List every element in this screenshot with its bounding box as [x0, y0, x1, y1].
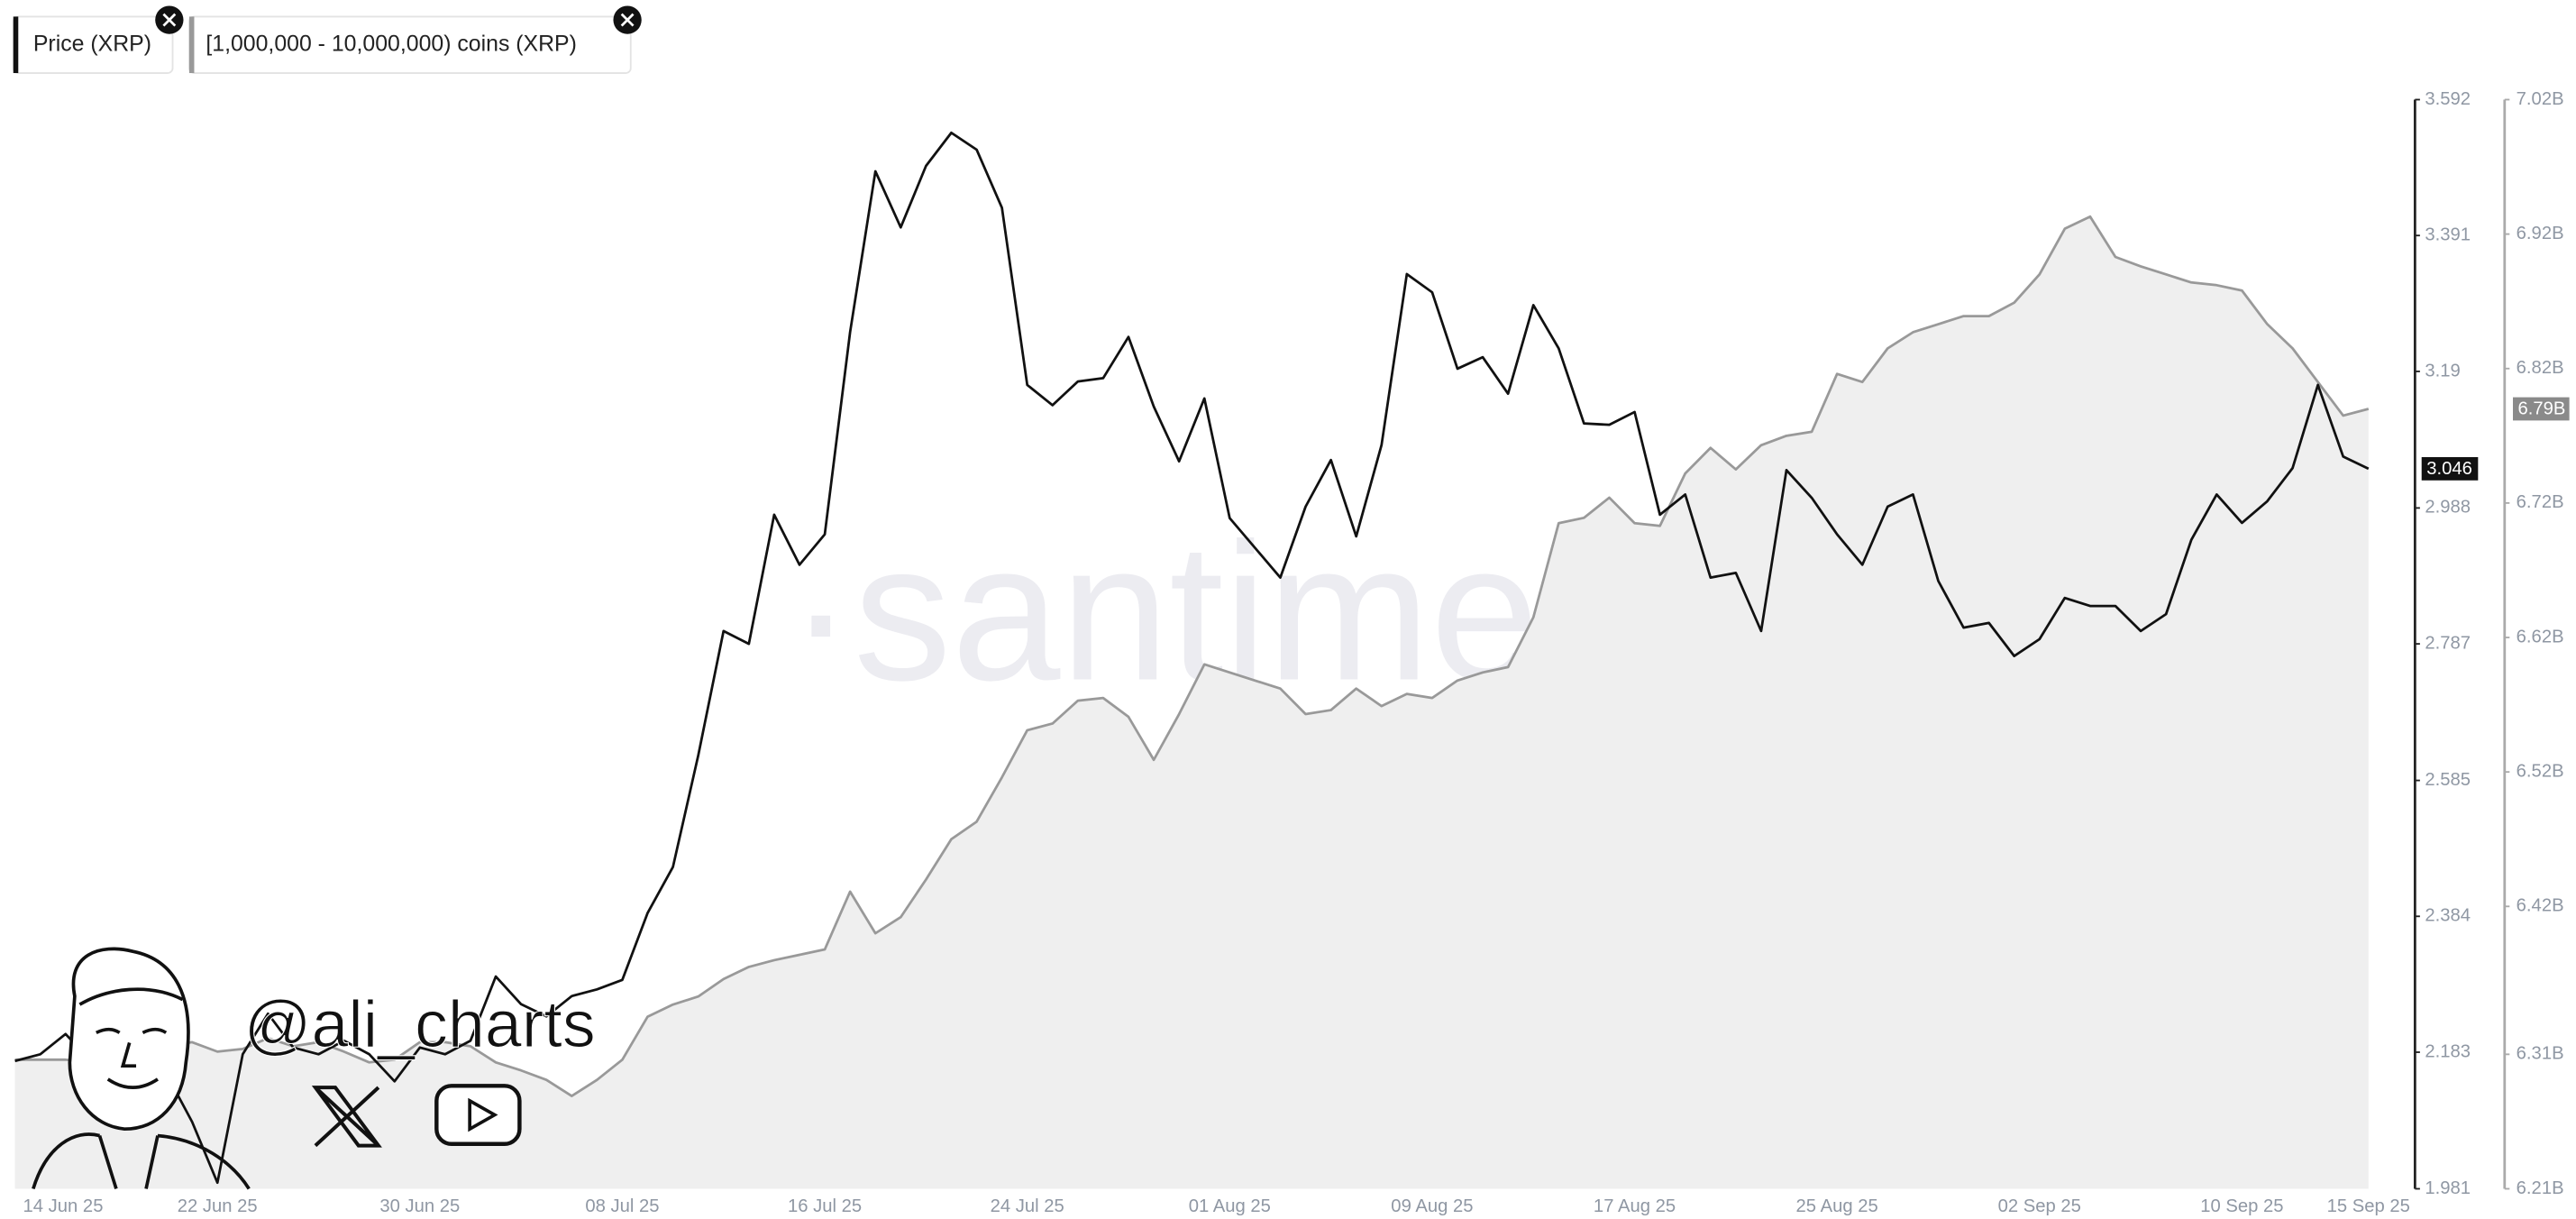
- x-tick-label: 14 Jun 25: [23, 1196, 104, 1216]
- x-tick-label: 30 Jun 25: [379, 1196, 460, 1216]
- y-tick-label: 2.585: [2425, 770, 2471, 790]
- area: [14, 216, 2369, 1189]
- x-tick-label: 01 Aug 25: [1189, 1196, 1271, 1216]
- y2-tick-label: 6.72B: [2517, 492, 2564, 512]
- y2-tick-label: 6.42B: [2517, 896, 2564, 916]
- y-tick-label: 2.988: [2425, 498, 2471, 518]
- current-value-box: [2421, 457, 2479, 481]
- y-tick-label: 3.19: [2425, 361, 2460, 380]
- legend-swatch: [13, 16, 19, 74]
- youtube-icon[interactable]: [434, 1084, 522, 1146]
- creator-handle: @ali_charts: [244, 986, 596, 1061]
- y2-tick-label: 6.62B: [2517, 627, 2564, 646]
- avatar-face: [68, 947, 190, 1132]
- y2-tick-label: 6.52B: [2517, 762, 2564, 782]
- y-tick-label: 2.384: [2425, 906, 2471, 926]
- x-tick-label: 25 Aug 25: [1796, 1196, 1878, 1216]
- y2-tick-label: 6.82B: [2517, 358, 2564, 378]
- y-tick-label: 2.787: [2425, 633, 2471, 653]
- current-value-box: [2512, 397, 2570, 421]
- line: [14, 131, 2370, 1185]
- x-tick-label: 02 Sep 25: [1998, 1196, 2081, 1216]
- youtube-play: [468, 1097, 498, 1132]
- current-value-label: 6.79B: [2518, 399, 2566, 419]
- y-tick-label: 1.981: [2425, 1178, 2471, 1198]
- close-button[interactable]: [613, 5, 642, 34]
- legend-label: [1,000,000 - 10,000,000) coins (XRP): [206, 32, 577, 56]
- y-tick-label: 3.592: [2425, 89, 2471, 109]
- x-tick-label: 15 Sep 25: [2327, 1196, 2410, 1216]
- x-tick-label: 24 Jul 25: [991, 1196, 1064, 1216]
- y2-tick-label: 6.21B: [2517, 1178, 2564, 1198]
- avatar-features: [78, 987, 184, 1089]
- legend: Price (XRP) [1,000,000 - 10,000,000) coi…: [12, 5, 642, 74]
- x-tick-label: 22 Jun 25: [178, 1196, 258, 1216]
- current-value-label: 3.046: [2426, 459, 2472, 479]
- legend-label: Price (XRP): [33, 32, 151, 56]
- x-tick-label: 09 Aug 25: [1391, 1196, 1473, 1216]
- y2-tick-label: 6.31B: [2517, 1044, 2564, 1064]
- avatar-body: [32, 1132, 251, 1190]
- x-tick-label: 10 Sep 25: [2200, 1196, 2283, 1216]
- x-tick-label: 17 Aug 25: [1594, 1196, 1676, 1216]
- close-button[interactable]: [155, 5, 184, 34]
- plot-area: [14, 131, 2370, 1189]
- x-icon[interactable]: [311, 1086, 382, 1148]
- creator-overlay: @ali_charts: [32, 947, 596, 1190]
- y2-tick-label: 7.02B: [2517, 89, 2564, 109]
- line: [14, 215, 2370, 1097]
- y2-tick-label: 6.92B: [2517, 224, 2564, 243]
- y-tick-label: 3.391: [2425, 225, 2471, 245]
- x-tick-label: 16 Jul 25: [788, 1196, 862, 1216]
- y-tick-label: 2.183: [2425, 1041, 2471, 1061]
- legend-swatch: [188, 16, 195, 74]
- x-tick-label: 08 Jul 25: [585, 1196, 659, 1216]
